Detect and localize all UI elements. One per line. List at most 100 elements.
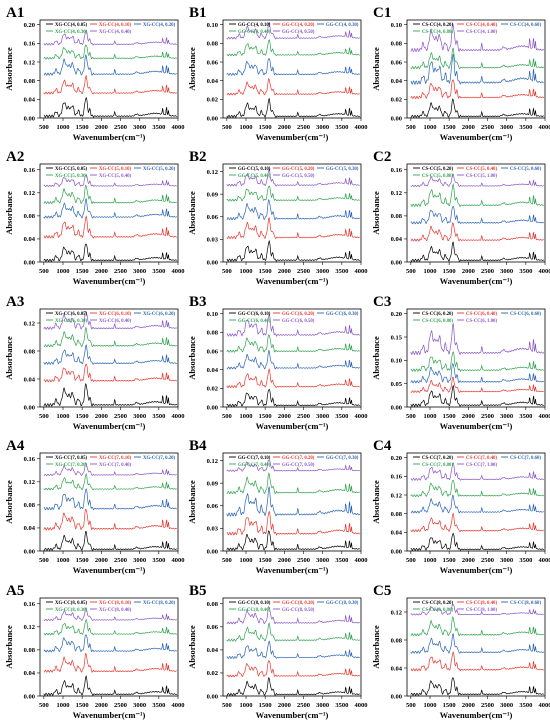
x-tick-label: 1500: [76, 413, 89, 420]
x-tick-label: 2000: [462, 413, 475, 420]
y-tick-label: 0.00: [391, 404, 402, 411]
legend-label: CS-CC(4, 0.40): [466, 23, 497, 28]
panel-a3: A3 500 1000 1500 2000 2500 3000 3500 4000 0.00 0.0…: [4, 294, 185, 431]
y-tick-label: 0.08: [391, 511, 403, 518]
x-tick-label: 500: [222, 702, 232, 709]
series-line: [226, 622, 360, 642]
series-line: [410, 512, 545, 533]
y-axis-title: Absorbance: [4, 625, 14, 669]
y-tick-label: 0.00: [207, 404, 218, 411]
legend-label: CS-CC(7, 0.60): [510, 456, 541, 461]
plot-frame: [222, 19, 362, 119]
legend-label: GG-CC(7, 0.40): [238, 463, 271, 468]
series-line: [43, 618, 177, 636]
x-tick-label: 3000: [133, 702, 146, 709]
panel-label: B5: [189, 583, 207, 599]
y-tick-label: 0.00: [391, 115, 402, 122]
panel-c5: C5 500 1000 1500 2000 2500 3000 3500 4000 0.00 0.0…: [371, 583, 550, 720]
series-line: [226, 472, 360, 495]
series-line: [226, 368, 360, 389]
x-tick-label: 2000: [278, 268, 291, 275]
y-tick-label: 0.16: [24, 167, 36, 174]
x-tick-label: 3500: [335, 702, 348, 709]
y-tick-label: 0.02: [391, 97, 402, 104]
x-tick-label: 1500: [443, 413, 456, 420]
y-tick-label: 0.06: [207, 348, 219, 355]
y-tick-label: 0.10: [207, 311, 218, 318]
series-line: [226, 530, 361, 551]
x-tick-label: 2500: [114, 702, 127, 709]
x-tick-label: 4000: [355, 124, 368, 131]
x-tick-label: 3500: [152, 702, 165, 709]
y-tick-label: 0.20: [24, 22, 35, 29]
y-tick-label: 0.09: [207, 480, 219, 487]
series-line: [226, 185, 360, 202]
x-tick-label: 1500: [76, 124, 89, 131]
legend-label: XG-CC(4, 0.30): [55, 30, 88, 35]
y-tick-label: 0.16: [391, 167, 403, 174]
y-tick-label: 0.00: [391, 693, 402, 700]
y-tick-label: 0.10: [207, 22, 218, 29]
x-tick-label: 3000: [316, 413, 329, 420]
y-tick-label: 0.08: [24, 78, 36, 85]
panel-b4: B4 500 1000 1500 2000 2500 3000 3500 4000 0.00 0.0…: [187, 438, 368, 575]
legend-label: XG-CC(8, 0.10): [99, 601, 132, 606]
x-tick-label: 500: [406, 413, 416, 420]
x-tick-label: 3000: [500, 702, 513, 709]
x-tick-label: 3500: [335, 124, 348, 131]
panel-a2: A2 500 1000 1500 2000 2500 3000 3500 4000 0.00 0.0…: [4, 149, 185, 286]
plot-frame: [39, 163, 179, 263]
y-tick-label: 0.00: [24, 404, 35, 411]
legend-label: GG-CC(8, 0.50): [282, 608, 315, 613]
y-tick-label: 0.16: [24, 41, 36, 48]
x-tick-label: 3500: [335, 413, 348, 420]
series-line: [410, 323, 545, 356]
legend-label: GG-CC(5, 0.40): [238, 174, 271, 179]
y-axis-title: Absorbance: [4, 47, 14, 91]
y-tick-label: 0.08: [24, 348, 36, 355]
y-tick-label: 0.00: [391, 259, 402, 266]
series-line: [43, 343, 177, 365]
y-tick-label: 0.06: [207, 503, 219, 510]
legend-label: GG-CC(6, 0.10): [238, 312, 271, 317]
series-line: [226, 677, 360, 696]
x-tick-label: 3000: [500, 557, 513, 564]
x-tick-label: 500: [406, 268, 416, 275]
x-tick-label: 500: [39, 413, 49, 420]
x-tick-label: 3000: [316, 268, 329, 275]
legend-label: XG-CC(6, 0.40): [99, 319, 132, 324]
series-line: [43, 382, 178, 407]
y-tick-label: 0.00: [24, 548, 35, 555]
legend-label: CS-CC(6, 0.60): [510, 312, 541, 317]
x-tick-label: 2000: [95, 124, 108, 131]
series-line: [43, 184, 177, 205]
legend-label: CS-CC(7, 0.80): [422, 463, 453, 468]
legend-label: XG-CC(5, 0.10): [99, 167, 132, 172]
series-line: [410, 616, 544, 637]
x-tick-label: 3000: [133, 413, 146, 420]
x-tick-label: 2500: [481, 702, 494, 709]
series-line: [410, 79, 545, 100]
legend-label: CS-CC(8, 1.00): [466, 608, 497, 613]
y-tick-label: 0.08: [207, 330, 219, 337]
legend-label: XG-CC(7, 0.10): [99, 456, 132, 461]
panel-label: C4: [373, 438, 392, 454]
legend-label: CS-CC(8, 0.40): [466, 601, 497, 606]
legend-label: CS-CC(7, 0.40): [466, 456, 497, 461]
y-tick-label: 0.16: [391, 474, 403, 481]
x-tick-label: 2000: [278, 557, 291, 564]
legend-label: XG-CC(5, 0.30): [55, 174, 88, 179]
x-axis-title: Wavenumber(cm⁻¹): [440, 276, 513, 286]
x-axis-title: Wavenumber(cm⁻¹): [440, 565, 513, 575]
x-axis-title: Wavenumber(cm⁻¹): [440, 710, 513, 720]
series-line: [43, 675, 178, 696]
x-tick-label: 3000: [316, 124, 329, 131]
x-tick-label: 1000: [240, 268, 253, 275]
y-tick-label: 0.00: [207, 693, 218, 700]
legend-label: XG-CC(7, 0.40): [99, 463, 132, 468]
x-tick-label: 4000: [539, 124, 550, 131]
panel-label: B3: [189, 294, 207, 310]
panel-label: B1: [189, 5, 207, 21]
series-line: [226, 350, 360, 370]
x-tick-label: 3500: [519, 124, 532, 131]
